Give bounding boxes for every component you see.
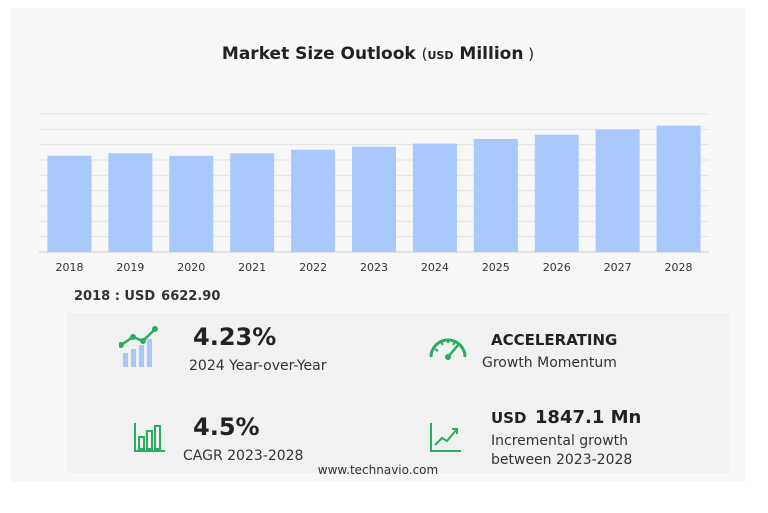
base-year-value: 6622.90 [161, 289, 221, 304]
bar-2019 [108, 153, 153, 252]
base-year-label: 2018 : USD [74, 289, 156, 304]
title-unit-prefix: USD [427, 49, 454, 62]
x-tick-label-2025: 2025 [482, 261, 510, 274]
speedometer-icon [429, 338, 467, 360]
incremental-value: 1847.1 Mn [534, 407, 642, 428]
bar-2026 [534, 134, 579, 252]
x-tick-label-2018: 2018 [55, 261, 83, 274]
bar-2023 [352, 146, 396, 252]
yoy-value: 4.23% [193, 323, 277, 351]
bar-2022 [291, 149, 336, 252]
incremental-label-2: between 2023-2028 [491, 452, 633, 468]
x-tick-label-2028: 2028 [665, 261, 693, 274]
chart-title: Market Size Outlook (USD Million ) [221, 44, 535, 64]
x-tick-label-2022: 2022 [299, 261, 327, 274]
chart-card: Market Size Outlook (USD Million ) 2018 2… [11, 8, 745, 482]
cagr-value: 4.5% [193, 413, 260, 441]
x-tick-label-2026: 2026 [543, 261, 571, 274]
bar-2018 [47, 155, 92, 252]
line-growth-icon [430, 423, 461, 452]
bar-chart: 2018 2019 2020 2021 2022 2023 2024 2025 2026 2027… [39, 113, 709, 274]
x-tick-label-2019: 2019 [116, 261, 144, 274]
bar-2020 [169, 155, 214, 252]
bar-2028 [656, 125, 701, 252]
bar-chart-icon [134, 423, 165, 452]
title-unit: Million [459, 44, 524, 64]
x-tick-label-2027: 2027 [604, 261, 632, 274]
bar-2027 [595, 129, 640, 252]
incremental-label-1: Incremental growth [491, 433, 629, 449]
base-year: 2018 : USD 6622.90 [74, 289, 220, 304]
cagr-label: CAGR 2023-2028 [183, 448, 304, 464]
bar-2024 [412, 143, 457, 252]
yoy-label: 2024 Year-over-Year [189, 358, 327, 374]
bar-2025 [473, 138, 518, 252]
bar-trend-icon [119, 326, 158, 367]
incremental-value-row: USD 1847.1 Mn [491, 407, 641, 428]
x-tick-label-2021: 2021 [238, 261, 266, 274]
x-tick-label-2023: 2023 [360, 261, 388, 274]
x-tick-label-2020: 2020 [177, 261, 205, 274]
momentum-value: ACCELERATING [491, 331, 618, 349]
title-text: Market Size Outlook [221, 44, 416, 64]
momentum-label: Growth Momentum [482, 355, 617, 371]
stats-panel: 4.23% 2024 Year-over-Year ACCELERATING G… [67, 313, 729, 473]
footer-url: www.technavio.com [317, 463, 439, 477]
bar-2021 [230, 153, 275, 252]
incremental-prefix: USD [491, 409, 527, 427]
x-tick-label-2024: 2024 [421, 261, 449, 274]
